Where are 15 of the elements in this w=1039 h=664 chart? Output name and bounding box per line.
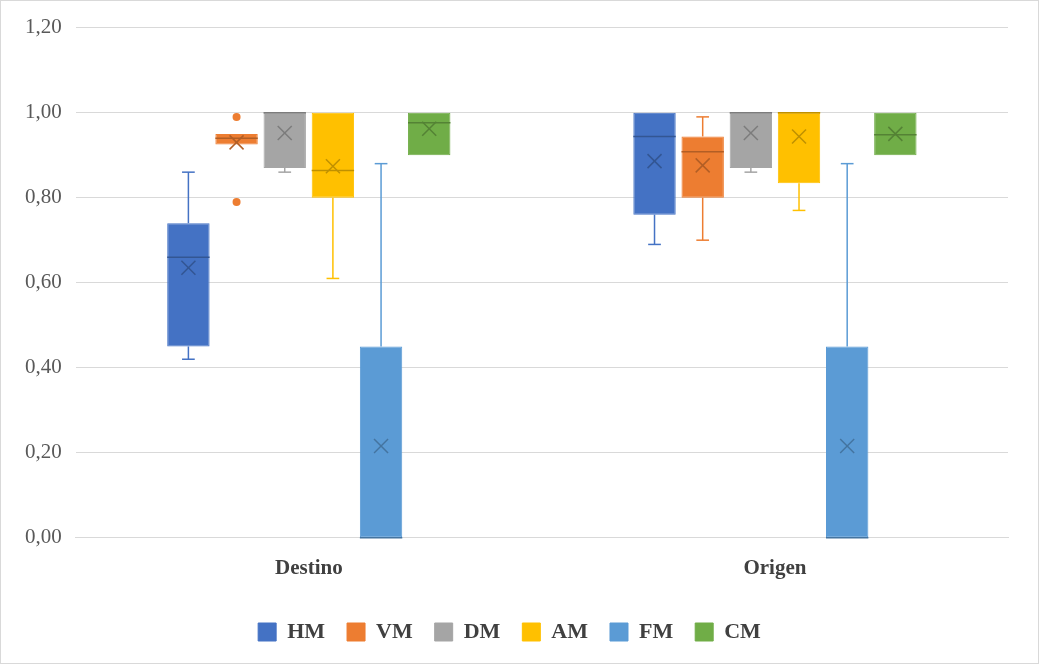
y-tick-label: 0,60 <box>25 269 62 294</box>
legend-label: HM <box>287 617 326 643</box>
x-tick-label: Destino <box>274 554 343 579</box>
legend-label: CM <box>724 617 762 643</box>
y-tick-label: 0,00 <box>25 524 62 549</box>
y-tick-label: 1,00 <box>25 99 62 124</box>
y-tick-label: 1,20 <box>25 14 62 39</box>
y-tick-label: 0,80 <box>25 184 62 209</box>
legend-label: VM <box>376 617 413 643</box>
legend-label: DM <box>463 617 501 643</box>
x-tick-label: Origen <box>743 554 807 579</box>
y-tick-label: 0,20 <box>25 439 62 464</box>
y-tick-label: 0,40 <box>25 354 62 379</box>
legend-label: AM <box>551 617 589 643</box>
legend-label: FM <box>638 617 674 643</box>
